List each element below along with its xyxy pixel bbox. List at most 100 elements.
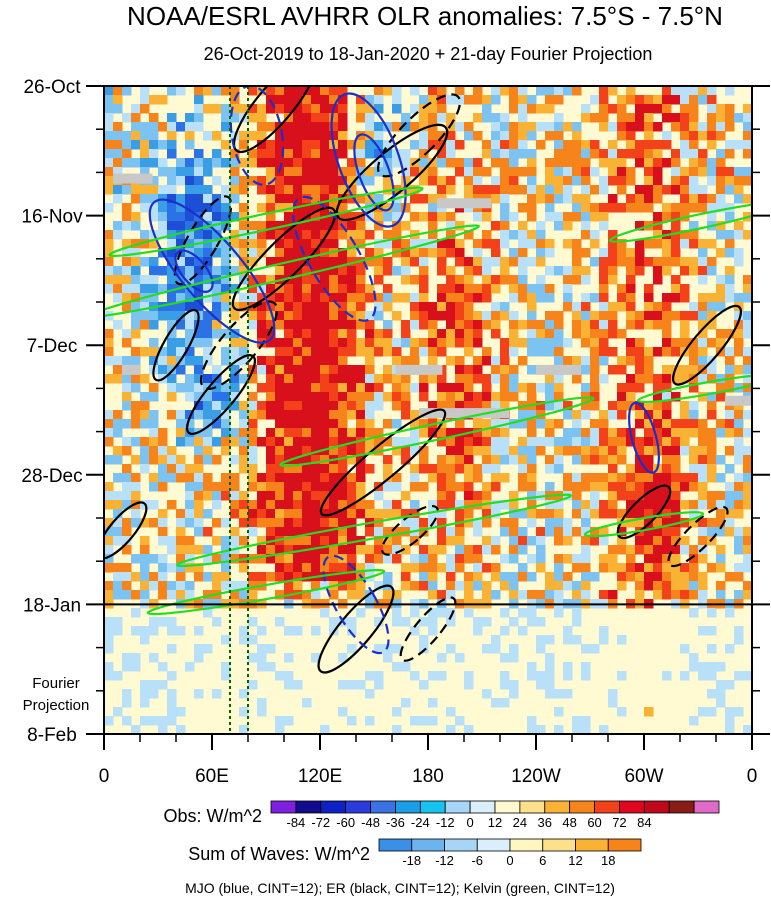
field-cell [320,374,330,384]
field-cell [608,311,618,321]
field-cell [482,644,492,654]
field-cell [131,212,141,222]
field-cell [176,176,186,186]
field-cell [230,428,240,438]
field-cell [482,617,492,627]
field-cell [644,302,654,312]
field-cell [482,464,492,474]
field-cell [221,635,231,645]
field-cell [176,383,186,393]
er-contour [317,584,395,674]
field-cell [734,347,744,357]
field-cell [302,392,312,402]
field-cell [743,149,752,159]
field-cell [590,428,600,438]
field-cell [446,185,456,195]
field-cell [608,86,618,96]
field-cell [554,194,564,204]
field-cell [158,266,168,276]
field-cell [644,203,654,213]
field-cell [509,392,519,402]
field-cell [320,347,330,357]
field-cell [410,464,420,474]
field-cell [383,239,393,249]
field-cell [608,365,618,375]
field-cell [284,302,294,312]
field-cell [104,95,114,105]
field-cell [176,590,186,600]
field-cell [185,419,195,429]
field-cell [302,419,312,429]
field-cell [617,284,627,294]
field-cell [167,383,177,393]
field-cell [491,590,501,600]
field-cell [590,356,600,366]
field-cell [509,320,519,330]
field-cell [482,149,492,159]
field-cell [599,311,609,321]
field-cell [329,167,339,177]
field-cell [599,374,609,384]
field-cell [248,518,258,528]
er-contour [672,304,742,386]
field-cell [698,527,708,537]
field-cell [707,644,717,654]
field-cell [437,266,447,276]
field-cell [167,392,177,402]
field-cell [707,212,717,222]
field-cell [275,383,285,393]
field-cell [257,239,267,249]
field-cell [347,410,357,420]
field-cell [599,86,609,96]
field-cell [203,86,213,96]
field-cell [482,446,492,456]
field-cell [338,464,348,474]
field-cell [329,446,339,456]
field-cell [437,536,447,546]
field-cell [167,113,177,123]
field-cell [734,563,744,573]
field-cell [374,581,384,591]
field-cell [572,239,582,249]
field-cell [671,392,681,402]
field-cell [275,239,285,249]
field-cell [320,437,330,447]
field-cell [347,680,357,690]
field-cell [230,473,240,483]
field-cell [221,104,231,114]
field-cell [473,464,483,474]
field-cell [653,239,663,249]
field-cell [212,221,222,231]
field-cell [365,716,375,726]
field-cell [743,671,752,681]
field-cell [698,500,708,510]
field-cell [671,293,681,303]
field-cell [446,149,456,159]
field-cell [410,608,420,618]
field-cell [122,653,132,663]
field-cell [356,482,366,492]
field-cell [158,590,168,600]
field-cell [311,284,321,294]
field-cell [212,302,222,312]
field-cell [302,302,312,312]
field-cell [167,203,177,213]
field-cell [635,158,645,168]
field-cell [572,194,582,204]
field-cell [419,131,429,141]
field-cell [410,212,420,222]
field-cell [716,689,726,699]
field-cell [500,383,510,393]
field-cell [383,590,393,600]
field-cell [635,347,645,357]
field-cell [635,266,645,276]
field-cell [284,365,294,375]
field-cell [473,257,483,267]
field-cell [311,482,321,492]
field-cell [392,230,402,240]
field-cell [320,158,330,168]
field-cell [257,662,267,672]
field-cell [275,716,285,726]
field-cell [158,158,168,168]
field-cell [671,482,681,492]
